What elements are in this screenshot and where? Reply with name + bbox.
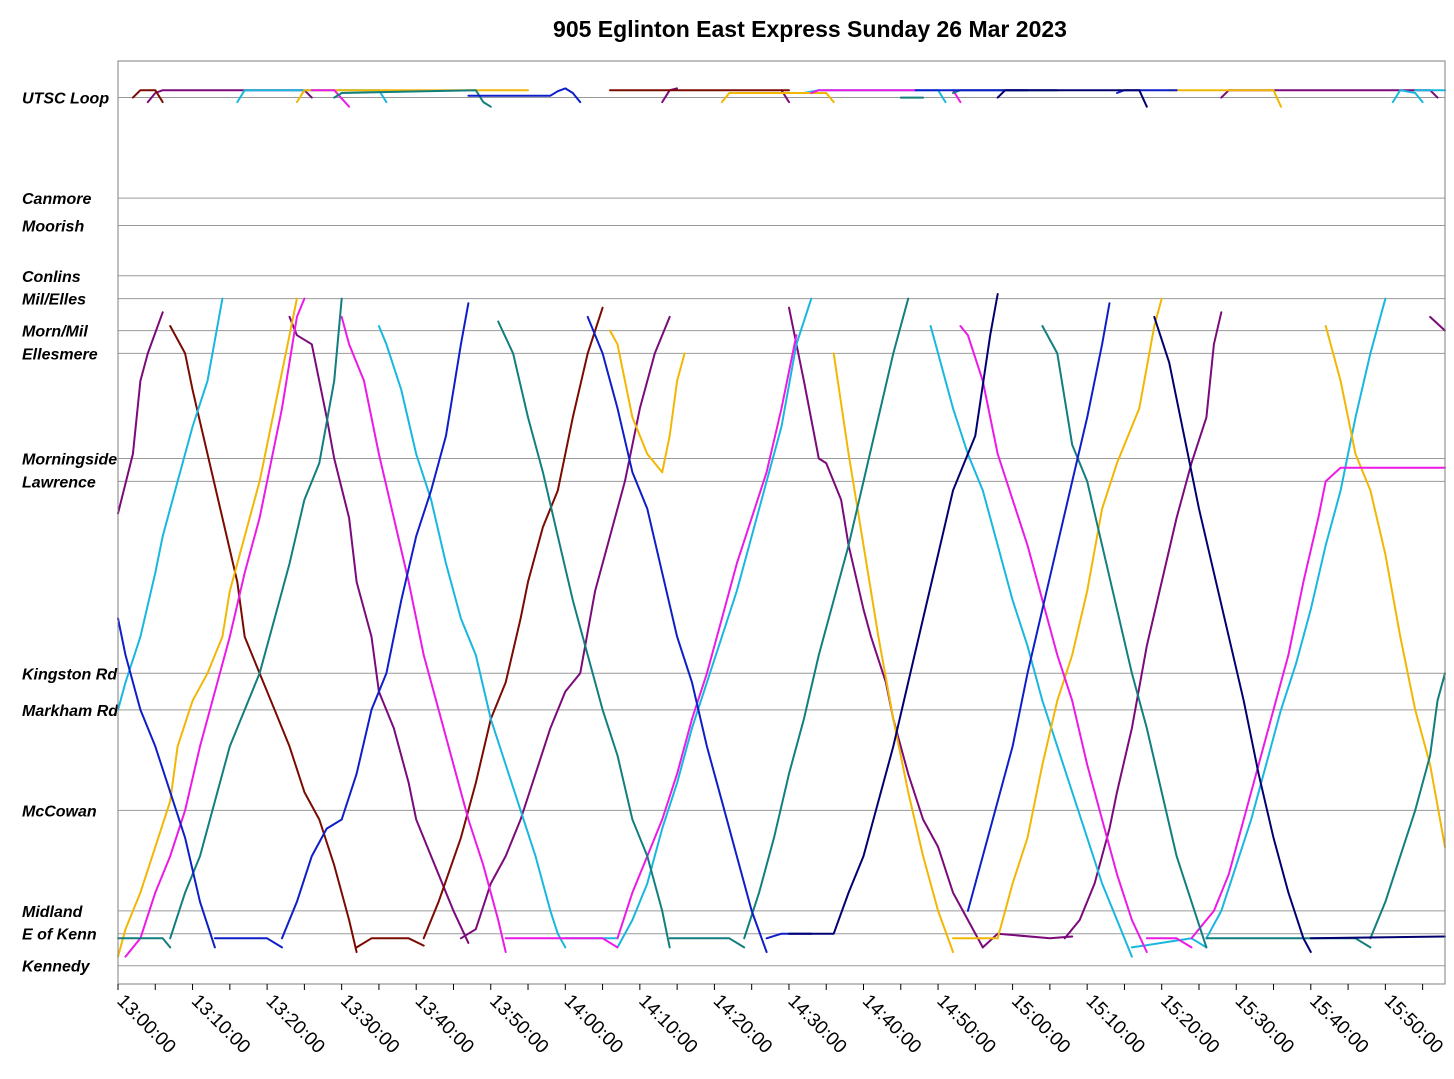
stop-label: Lawrence (22, 474, 96, 491)
trip-line-10 (1429, 315, 1446, 332)
trip-line-46 (1145, 937, 1193, 949)
trip-line-0 (117, 311, 164, 515)
chart-title: 905 Eglinton East Express Sunday 26 Mar … (553, 16, 1067, 42)
trip-line-16 (117, 297, 224, 711)
trip-line-41 (504, 937, 619, 949)
trip-line-49 (169, 297, 343, 940)
trip-line-6 (788, 306, 984, 949)
x-tick-label: 14:20:00 (709, 991, 776, 1058)
x-tick-label: 15:00:00 (1007, 991, 1074, 1058)
trip-line-26 (1391, 89, 1424, 104)
x-tick-label: 13:00:00 (112, 991, 179, 1058)
trip-line-59 (117, 617, 216, 949)
x-tick-label: 15:10:00 (1082, 991, 1149, 1058)
trip-line-58 (1369, 672, 1446, 940)
stop-label: Conlins (22, 269, 81, 286)
trip-line-39 (310, 89, 351, 108)
trip-line-1 (146, 89, 313, 104)
trip-line-40 (340, 315, 507, 953)
trip-line-57 (1205, 937, 1372, 949)
trip-line-21 (616, 297, 813, 949)
trip-line-25 (1205, 297, 1387, 940)
trip-line-19 (377, 325, 567, 949)
trip-line-11 (131, 89, 164, 104)
trip-line-68 (788, 293, 999, 935)
trip-line-5 (780, 89, 790, 104)
stop-labels: UTSC Loop Canmore Moorish Conlins Mil/Elles M… (22, 91, 119, 976)
x-tick-label: 13:50:00 (485, 991, 552, 1058)
stop-label: Canmore (22, 191, 91, 208)
trip-line-7 (981, 932, 1074, 949)
trip-line-28 (117, 297, 298, 958)
stop-label: Moorish (22, 218, 84, 235)
trip-line-8 (1063, 311, 1223, 940)
trip-line-3 (459, 315, 671, 940)
trip-line-13 (355, 937, 425, 949)
stop-label: Kennedy (22, 959, 91, 976)
x-tick-label: 13:20:00 (262, 991, 329, 1058)
x-tick-label: 13:10:00 (187, 991, 254, 1058)
x-tick-label: 14:10:00 (634, 991, 701, 1058)
trip-line-22 (802, 89, 947, 104)
stop-label: Markham Rd (22, 703, 119, 720)
trip-line-31 (661, 352, 686, 474)
trip-line-14 (422, 306, 604, 940)
trip-line-9 (1220, 89, 1439, 99)
trip-line-71 (1309, 935, 1446, 940)
stop-label: E of Kenn (22, 927, 97, 944)
stop-label: Mil/Elles (22, 292, 86, 309)
trip-line-30 (609, 329, 664, 474)
trip-line-35 (996, 297, 1163, 940)
trip-line-56 (1041, 325, 1208, 949)
stop-label: Morningside (22, 452, 117, 469)
vehicle-trips (117, 87, 1446, 958)
x-tick-label: 14:40:00 (858, 991, 925, 1058)
trip-line-51 (497, 320, 671, 949)
trip-line-61 (281, 302, 470, 940)
x-tick-label: 15:50:00 (1380, 991, 1447, 1058)
trip-line-23 (929, 325, 1133, 958)
trip-line-45 (959, 325, 1148, 953)
x-tick-label: 13:30:00 (336, 991, 403, 1058)
x-tick-label: 15:40:00 (1305, 991, 1372, 1058)
trip-line-43 (810, 89, 917, 94)
trip-line-69 (996, 89, 1148, 108)
x-tick-label: 13:40:00 (411, 991, 478, 1058)
stop-label: Midland (22, 904, 84, 921)
plot-frame (117, 60, 1446, 985)
trip-line-53 (743, 297, 910, 940)
stop-label: Kingston Rd (22, 666, 118, 683)
trip-line-52 (668, 937, 746, 949)
trip-line-70 (1153, 315, 1312, 953)
trip-line-63 (586, 315, 768, 953)
x-tick-label: 14:30:00 (783, 991, 850, 1058)
trip-line-47 (1190, 466, 1446, 940)
x-tick-label: 14:00:00 (560, 991, 627, 1058)
stop-label: UTSC Loop (22, 91, 109, 108)
trip-line-60 (213, 937, 283, 949)
trip-line-38 (124, 297, 306, 958)
trip-line-50 (333, 89, 492, 108)
trip-line-36 (1168, 89, 1282, 108)
trip-line-48 (117, 937, 172, 949)
trip-line-37 (1324, 325, 1446, 848)
trip-line-32 (720, 92, 835, 104)
trip-line-33 (832, 352, 954, 953)
trip-line-66 (966, 302, 1111, 912)
stop-label: McCowan (22, 803, 97, 820)
time-axis: 13:00:00 13:10:00 13:20:00 13:30:00 13:40:00… (112, 984, 1447, 1058)
trip-line-62 (467, 87, 582, 104)
stop-label: Morn/Mil (22, 324, 88, 341)
x-tick-label: 15:30:00 (1231, 991, 1298, 1058)
x-tick-label: 15:20:00 (1156, 991, 1223, 1058)
x-tick-label: 14:50:00 (933, 991, 1000, 1058)
stop-label: Ellesmere (22, 346, 98, 363)
trip-line-2 (288, 315, 470, 944)
